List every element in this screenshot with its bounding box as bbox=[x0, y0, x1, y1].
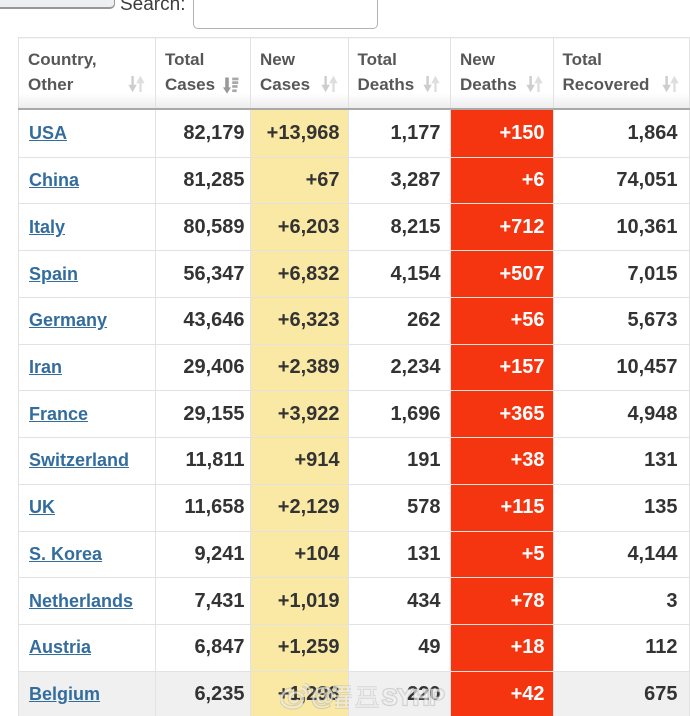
svg-text:@: @ bbox=[311, 684, 334, 711]
svg-text:SYHP: SYHP bbox=[382, 684, 445, 710]
